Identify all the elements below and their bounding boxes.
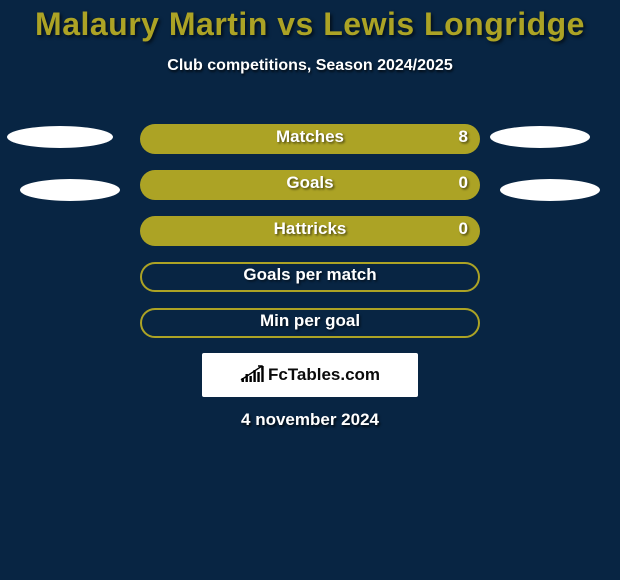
- stat-bars: Matches8Goals0Hattricks0Goals per matchM…: [0, 124, 620, 354]
- stat-bar-track: [140, 308, 480, 338]
- stat-row: Goals per match: [0, 262, 620, 308]
- stat-row: Min per goal: [0, 308, 620, 354]
- source-badge: FcTables.com: [202, 353, 418, 397]
- decorative-ellipse: [7, 126, 113, 148]
- decorative-ellipse: [490, 126, 590, 148]
- stat-bar-track: [140, 262, 480, 292]
- decorative-ellipse: [500, 179, 600, 201]
- subtitle: Club competitions, Season 2024/2025: [0, 57, 620, 75]
- stat-bar-track: [140, 216, 480, 246]
- date-label: 4 november 2024: [0, 410, 620, 430]
- stat-bar-track: [140, 170, 480, 200]
- comparison-canvas: Malaury Martin vs Lewis Longridge Club c…: [0, 0, 620, 580]
- bar-chart-icon: [240, 364, 264, 387]
- source-badge-text: FcTables.com: [268, 365, 380, 385]
- stat-bar-track: [140, 124, 480, 154]
- stat-row: Hattricks0: [0, 216, 620, 262]
- page-title: Malaury Martin vs Lewis Longridge: [0, 0, 620, 43]
- decorative-ellipse: [20, 179, 120, 201]
